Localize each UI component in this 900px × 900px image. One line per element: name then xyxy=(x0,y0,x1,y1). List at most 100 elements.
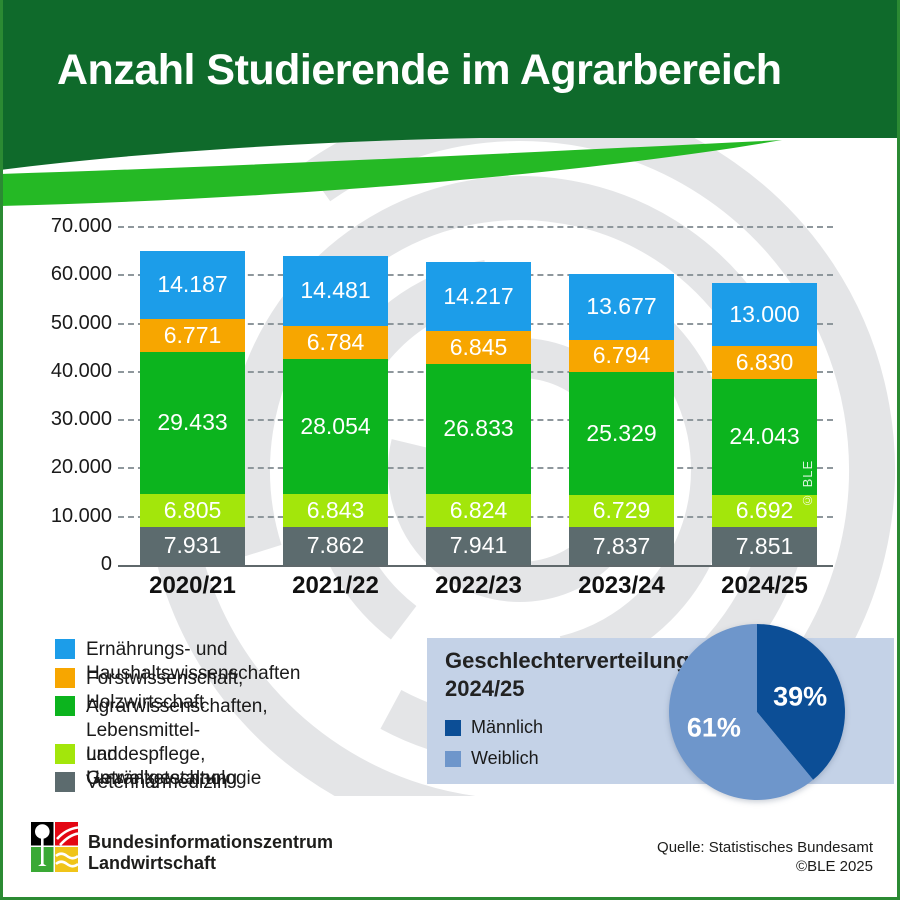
bar-segment: 14.217 xyxy=(426,262,531,332)
pie-legend-item-weiblich: Weiblich xyxy=(445,748,539,769)
bar-segment: 6.805 xyxy=(140,493,245,527)
bar-value-label: 13.000 xyxy=(729,300,800,327)
bar-value-label: 7.941 xyxy=(449,532,508,559)
bar-2023-24: 13.677 6.794 25.329 6.729 7.837 xyxy=(569,273,674,565)
bar-value-label: 28.054 xyxy=(300,412,371,439)
maennlich-swatch xyxy=(445,719,461,736)
bar-segment: 13.677 xyxy=(569,273,674,340)
pie-slice-männlich xyxy=(757,624,846,780)
frame-bottom xyxy=(0,897,900,900)
bar-value-label: 6.784 xyxy=(306,328,365,355)
bar-value-label: 7.837 xyxy=(592,532,651,559)
bar-segment: 6.794 xyxy=(569,339,674,373)
weiblich-swatch xyxy=(445,750,461,767)
weiblich-label: Weiblich xyxy=(471,748,539,768)
bar-segment: 7.941 xyxy=(426,526,531,565)
bar-value-label: 6.794 xyxy=(592,342,651,369)
source-credit: Quelle: Statistisches Bundesamt ©BLE 202… xyxy=(657,838,873,876)
bar-value-label: 25.329 xyxy=(586,419,657,446)
bar-segment: 24.043 xyxy=(712,378,817,495)
org-line2: Landwirtschaft xyxy=(88,853,217,873)
bar-segment: 7.851 xyxy=(712,527,817,565)
legend-item: Ernährungs- und Haushaltswissenschaften xyxy=(55,638,300,686)
bar-value-label: 6.824 xyxy=(449,496,508,523)
legend-item: Veterinärmedizin xyxy=(55,771,228,795)
y-axis-label: 30.000 xyxy=(50,408,112,431)
pie-percentage-label: 39% xyxy=(773,682,827,712)
bar-value-label: 6.771 xyxy=(163,321,222,348)
bar-segment: 14.481 xyxy=(283,255,388,326)
y-axis-label: 20.000 xyxy=(50,456,112,479)
bar-segment: 6.845 xyxy=(426,331,531,365)
bar-value-label: 6.843 xyxy=(306,496,365,523)
y-axis-label: 0 xyxy=(100,553,112,575)
source-line2: ©BLE 2025 xyxy=(796,858,873,875)
legend-label: Agrarwissenschaften, Lebensmittel- und G… xyxy=(86,696,268,789)
y-axis-label: 40.000 xyxy=(50,359,112,382)
bar-value-label: 7.851 xyxy=(735,532,794,559)
y-axis-label: 50.000 xyxy=(50,311,112,334)
bar-value-label: 14.187 xyxy=(157,271,228,298)
gender-title-line2: 2024/25 xyxy=(445,676,525,701)
bar-value-label: 24.043 xyxy=(729,423,800,450)
legend-label: Veterinärmedizin xyxy=(86,772,228,793)
gender-panel-title: Geschlechterverteilung 2024/25 xyxy=(445,647,690,703)
bar-segment: 6.830 xyxy=(712,345,817,379)
x-axis-line xyxy=(118,565,833,567)
legend-swatch xyxy=(55,772,75,792)
x-axis-label: 2020/21 xyxy=(149,572,236,599)
org-name: Bundesinformationszentrum Landwirtschaft xyxy=(88,832,333,874)
bar-2021-22: 14.481 6.784 28.054 6.843 7.862 xyxy=(283,255,388,565)
frame-right xyxy=(897,0,900,900)
gender-pie-chart: 39% 61% xyxy=(669,624,846,800)
bar-segment: 29.433 xyxy=(140,351,245,494)
bar-value-label: 13.677 xyxy=(586,293,657,320)
bar-segment: 7.931 xyxy=(140,526,245,565)
legend-label: Landespflege, Umweltgestaltung xyxy=(86,744,238,789)
bar-value-label: 26.833 xyxy=(443,415,514,442)
bar-2020-21: 14.187 6.771 29.433 6.805 7.931 xyxy=(140,250,245,565)
x-axis-label: 2022/23 xyxy=(435,572,522,599)
bar-value-label: 14.481 xyxy=(300,277,371,304)
gridline-70.000 xyxy=(118,226,833,228)
legend-item: Forstwissenschaft, Holzwirtschaft xyxy=(55,667,243,715)
gender-title-line1: Geschlechterverteilung xyxy=(445,648,690,673)
logo-tree xyxy=(35,824,50,866)
y-axis-label: 10.000 xyxy=(50,504,112,527)
bar-segment: 7.837 xyxy=(569,527,674,565)
bar-segment: 6.824 xyxy=(426,493,531,527)
bar-2024-25: 13.000 6.830 24.043 6.692 7.851 xyxy=(712,282,817,565)
logo-field-lines xyxy=(55,826,78,868)
legend-item: Agrarwissenschaften, Lebensmittel- und G… xyxy=(55,695,268,791)
bar-segment: 28.054 xyxy=(283,358,388,494)
bar-segment: 6.771 xyxy=(140,319,245,352)
legend-label: Forstwissenschaft, Holzwirtschaft xyxy=(86,668,244,713)
bar-value-label: 6.845 xyxy=(449,334,508,361)
source-line1: Quelle: Statistisches Bundesamt xyxy=(657,839,873,856)
x-axis-label: 2023/24 xyxy=(578,572,665,599)
bar-segment: 25.329 xyxy=(569,372,674,495)
bar-value-label: 6.729 xyxy=(592,497,651,524)
bar-value-label: 6.830 xyxy=(735,348,794,375)
bar-segment: 6.843 xyxy=(283,493,388,527)
legend-label: Ernährungs- und Haushaltswissenschaften xyxy=(86,639,301,684)
bar-value-label: 6.692 xyxy=(735,497,794,524)
x-axis-label: 2021/22 xyxy=(292,572,379,599)
bzl-logo xyxy=(31,822,78,872)
pie-legend-item-maennlich: Männlich xyxy=(445,717,543,738)
org-line1: Bundesinformationszentrum xyxy=(88,832,334,852)
pie-slice-weiblich xyxy=(669,624,814,800)
footer: Bundesinformationszentrum Landwirtschaft… xyxy=(0,810,900,900)
bar-segment: 26.833 xyxy=(426,364,531,494)
legend-swatch xyxy=(55,668,75,688)
frame-left xyxy=(0,0,3,900)
y-axis-label: 60.000 xyxy=(50,263,112,286)
bar-2022-23: 14.217 6.845 26.833 6.824 7.941 xyxy=(426,262,531,565)
legend-swatch xyxy=(55,744,75,764)
pie-percentage-label: 61% xyxy=(687,713,741,743)
bar-segment: 6.729 xyxy=(569,494,674,528)
bar-segment: 6.692 xyxy=(712,494,817,528)
page-title: Anzahl Studierende im Agrarbereich xyxy=(57,46,782,94)
